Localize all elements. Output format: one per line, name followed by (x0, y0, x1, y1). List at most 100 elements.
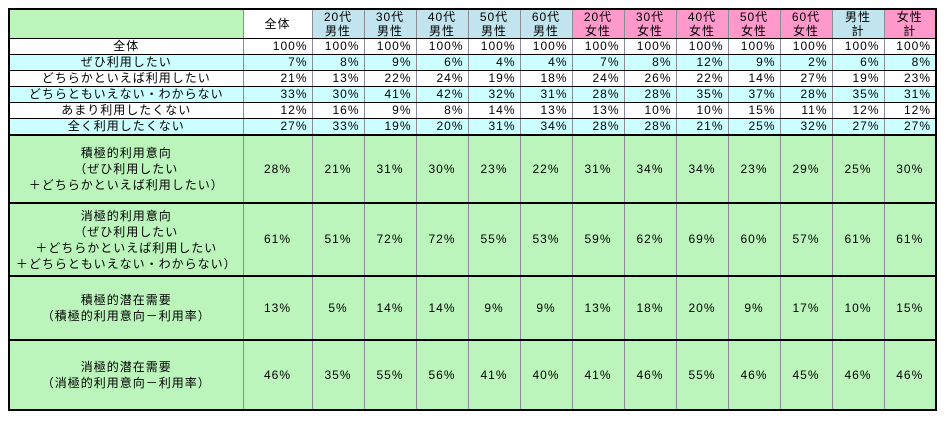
value-cell-female-50s: 60% (727, 202, 781, 277)
column-header-female-30s: 30代 女性 (623, 8, 677, 39)
corner-cell (8, 8, 244, 39)
value-cell-male-total: 25% (831, 134, 885, 204)
table-header: 全体 20代 男性 30代 男性 40代 男性 50代 男性 60代 男性 20代 女性 30代 女性 40代… (8, 8, 937, 39)
value-cell-male-30s: 9% (363, 54, 417, 71)
value-cell-female-50s: 9% (727, 54, 781, 71)
value-cell-female-total: 23% (883, 70, 937, 87)
summary-row: 積極的潜在需要 （積極的利用意向－利用率） 13% 5% 14% 14% 9% 9% 13% 18… (8, 275, 937, 341)
value-cell-total: 28% (242, 134, 313, 204)
value-cell-female-30s: 28% (623, 86, 677, 103)
value-cell-male-50s: 55% (467, 202, 521, 277)
value-cell-female-20s: 59% (571, 202, 625, 277)
value-cell-male-total: 12% (831, 102, 885, 119)
value-cell-female-20s: 13% (571, 275, 625, 341)
value-cell-male-40s: 100% (415, 38, 469, 55)
value-cell-male-total: 61% (831, 202, 885, 277)
value-cell-male-40s: 20% (415, 118, 469, 136)
detail-row: どちらかといえば利用したい 21% 13% 22% 24% 19% 18% 24% 26% 22%… (8, 70, 937, 87)
value-cell-male-30s: 22% (363, 70, 417, 87)
value-cell-male-30s: 31% (363, 134, 417, 204)
value-cell-total: 61% (242, 202, 313, 277)
row-label: どちらともいえない・わからない (8, 86, 244, 103)
value-cell-male-60s: 53% (519, 202, 573, 277)
column-header-male-60s: 60代 男性 (519, 8, 573, 39)
value-cell-female-30s: 10% (623, 102, 677, 119)
column-header-female-40s: 40代 女性 (675, 8, 729, 39)
value-cell-male-60s: 4% (519, 54, 573, 71)
value-cell-female-30s: 62% (623, 202, 677, 277)
value-cell-male-40s: 42% (415, 86, 469, 103)
row-label: ぜひ利用したい (8, 54, 244, 71)
value-cell-female-total: 100% (883, 38, 937, 55)
summary-row-label: 積極的潜在需要 （積極的利用意向－利用率） (8, 275, 244, 341)
column-header-female-20s: 20代 女性 (571, 8, 625, 39)
column-header-male-total: 男性計 (831, 8, 885, 39)
value-cell-female-30s: 46% (623, 339, 677, 411)
value-cell-female-60s: 17% (779, 275, 833, 341)
value-cell-female-50s: 25% (727, 118, 781, 136)
usage-intent-survey-table: 全体 20代 男性 30代 男性 40代 男性 50代 男性 60代 男性 20代 女性 30代 女性 40代… (8, 8, 937, 411)
summary-row: 消極的潜在需要 （消極的利用意向－利用率） 46% 35% 55% 56% 41% 40% 41… (8, 339, 937, 411)
value-cell-female-40s: 20% (675, 275, 729, 341)
value-cell-female-40s: 100% (675, 38, 729, 55)
value-cell-male-20s: 21% (311, 134, 365, 204)
value-cell-male-50s: 19% (467, 70, 521, 87)
value-cell-male-60s: 18% (519, 70, 573, 87)
value-cell-male-40s: 24% (415, 70, 469, 87)
value-cell-male-50s: 31% (467, 118, 521, 136)
value-cell-female-40s: 35% (675, 86, 729, 103)
value-cell-female-30s: 34% (623, 134, 677, 204)
value-cell-male-20s: 30% (311, 86, 365, 103)
value-cell-male-total: 10% (831, 275, 885, 341)
value-cell-male-50s: 23% (467, 134, 521, 204)
value-cell-female-60s: 28% (779, 86, 833, 103)
value-cell-female-20s: 41% (571, 339, 625, 411)
value-cell-female-50s: 15% (727, 102, 781, 119)
value-cell-male-30s: 41% (363, 86, 417, 103)
value-cell-female-30s: 28% (623, 118, 677, 136)
column-header-female-50s: 50代 女性 (727, 8, 781, 39)
value-cell-male-50s: 9% (467, 275, 521, 341)
value-cell-male-total: 27% (831, 118, 885, 136)
row-label: 全体 (8, 38, 244, 55)
value-cell-total: 33% (242, 86, 313, 103)
value-cell-female-20s: 100% (571, 38, 625, 55)
value-cell-female-50s: 37% (727, 86, 781, 103)
value-cell-male-20s: 5% (311, 275, 365, 341)
value-cell-female-40s: 22% (675, 70, 729, 87)
value-cell-male-50s: 4% (467, 54, 521, 71)
column-header-male-20s: 20代 男性 (311, 8, 365, 39)
value-cell-female-total: 8% (883, 54, 937, 71)
value-cell-male-60s: 31% (519, 86, 573, 103)
value-cell-female-total: 15% (883, 275, 937, 341)
value-cell-female-total: 12% (883, 102, 937, 119)
value-cell-male-60s: 34% (519, 118, 573, 136)
value-cell-female-50s: 46% (727, 339, 781, 411)
column-header-total: 全体 (242, 8, 313, 39)
value-cell-female-50s: 100% (727, 38, 781, 55)
value-cell-male-20s: 35% (311, 339, 365, 411)
value-cell-total: 13% (242, 275, 313, 341)
value-cell-male-30s: 55% (363, 339, 417, 411)
value-cell-female-30s: 100% (623, 38, 677, 55)
value-cell-female-30s: 26% (623, 70, 677, 87)
value-cell-female-60s: 29% (779, 134, 833, 204)
value-cell-female-total: 27% (883, 118, 937, 136)
value-cell-male-total: 100% (831, 38, 885, 55)
column-header-female-total: 女性計 (883, 8, 937, 39)
value-cell-male-50s: 41% (467, 339, 521, 411)
table-body: 全体 100% 100% 100% 100% 100% 100% 100% 100% 100% 10… (8, 38, 937, 411)
value-cell-female-total: 46% (883, 339, 937, 411)
detail-row: 全く利用したくない 27% 33% 19% 20% 31% 34% 28% 28% 21% 25% 3… (8, 118, 937, 136)
column-header-female-60s: 60代 女性 (779, 8, 833, 39)
value-cell-female-40s: 69% (675, 202, 729, 277)
value-cell-male-40s: 6% (415, 54, 469, 71)
value-cell-male-40s: 14% (415, 275, 469, 341)
summary-row-label: 消極的利用意向 （ぜひ利用したい ＋どちらかといえば利用したい ＋どちらともいえない・… (8, 202, 244, 277)
value-cell-male-total: 46% (831, 339, 885, 411)
value-cell-total: 21% (242, 70, 313, 87)
value-cell-female-20s: 13% (571, 102, 625, 119)
column-header-male-40s: 40代 男性 (415, 8, 469, 39)
value-cell-female-30s: 18% (623, 275, 677, 341)
value-cell-male-30s: 14% (363, 275, 417, 341)
